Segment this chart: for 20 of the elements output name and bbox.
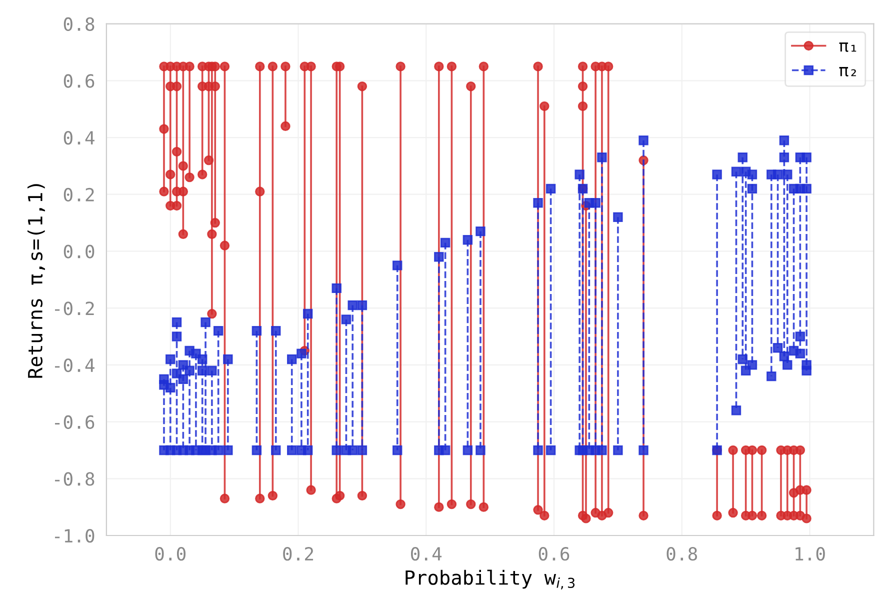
y-tick-label: 0.8 <box>64 17 94 31</box>
y-tick-label: 0.4 <box>64 131 94 145</box>
x-tick-label: 0.2 <box>283 547 314 561</box>
y-tick-label: -1.0 <box>54 529 94 543</box>
y-tick-label: -0.2 <box>54 302 94 316</box>
y-tick-label: -0.8 <box>54 472 94 486</box>
x-tick-label: 0.0 <box>155 547 186 561</box>
x-tick-label: 0.4 <box>411 547 442 561</box>
y-axis-title: Returns π,s=(1,1) <box>27 184 45 378</box>
legend-label: π₂ <box>839 66 856 76</box>
y-tick-label: -0.6 <box>54 415 94 429</box>
y-tick-label: 0.2 <box>64 188 94 202</box>
x-tick-label: 0.8 <box>666 547 698 561</box>
legend-label: π₁ <box>839 42 856 52</box>
x-tick-label: 0.6 <box>538 547 570 561</box>
y-tick-label: 0.0 <box>64 244 94 258</box>
x-axis-title: Probability w$_{i,3}$ <box>406 570 575 590</box>
x-tick-label: 1.0 <box>796 547 825 561</box>
y-tick-label: -0.4 <box>54 358 94 372</box>
y-tick-label: 0.6 <box>64 74 94 88</box>
